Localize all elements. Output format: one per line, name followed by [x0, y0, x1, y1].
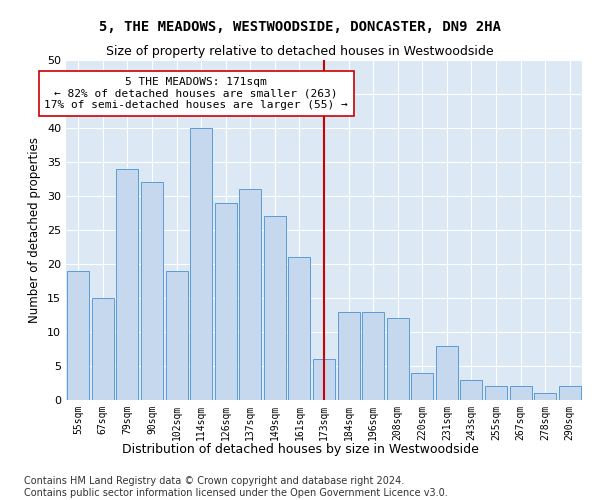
Text: Contains HM Land Registry data © Crown copyright and database right 2024.
Contai: Contains HM Land Registry data © Crown c… [24, 476, 448, 498]
Bar [534, 393, 556, 400]
Bar [509, 386, 532, 400]
Y-axis label: Number of detached properties: Number of detached properties [28, 137, 41, 323]
Text: 5, THE MEADOWS, WESTWOODSIDE, DONCASTER, DN9 2HA: 5, THE MEADOWS, WESTWOODSIDE, DONCASTER,… [99, 20, 501, 34]
Text: 5 THE MEADOWS: 171sqm
← 82% of detached houses are smaller (263)
17% of semi-det: 5 THE MEADOWS: 171sqm ← 82% of detached … [44, 77, 348, 110]
Bar [264, 216, 286, 400]
Bar [92, 298, 114, 400]
Bar [239, 189, 262, 400]
Bar [116, 169, 139, 400]
Bar [141, 182, 163, 400]
Bar [338, 312, 359, 400]
Bar [313, 359, 335, 400]
Bar [411, 373, 433, 400]
Text: Size of property relative to detached houses in Westwoodside: Size of property relative to detached ho… [106, 45, 494, 58]
Bar [362, 312, 384, 400]
Bar [289, 257, 310, 400]
Bar [460, 380, 482, 400]
Bar [436, 346, 458, 400]
Bar [67, 271, 89, 400]
Bar [485, 386, 507, 400]
Bar [559, 386, 581, 400]
Bar [190, 128, 212, 400]
Bar [215, 203, 237, 400]
Text: Distribution of detached houses by size in Westwoodside: Distribution of detached houses by size … [122, 442, 478, 456]
Bar [166, 271, 188, 400]
Bar [386, 318, 409, 400]
